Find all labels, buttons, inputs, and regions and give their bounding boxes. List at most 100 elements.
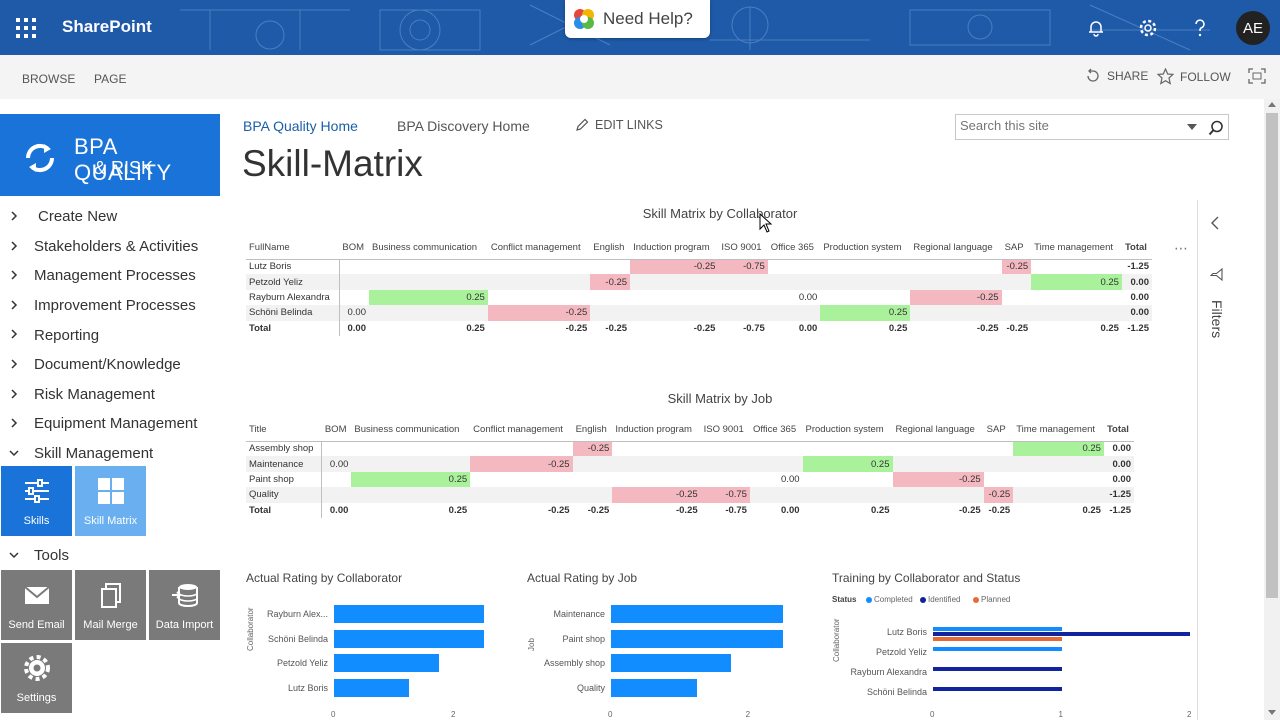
nav-item-improvement-processes[interactable]: Improvement Processes	[0, 291, 230, 321]
nav-item-skill-management[interactable]: Skill Management	[0, 439, 230, 469]
nav-item-risk-management[interactable]: Risk Management	[0, 380, 230, 410]
column-header[interactable]: Regional language	[892, 418, 984, 442]
share-button[interactable]: SHARE	[1085, 68, 1148, 84]
column-header[interactable]: Business communication	[368, 236, 488, 260]
skills-tile[interactable]: Skills	[1, 466, 72, 536]
help-icon[interactable]	[1186, 14, 1214, 42]
follow-button[interactable]: FOLLOW	[1157, 68, 1231, 85]
total-row: Total 0.00 0.25 -0.25 -0.25 -0.25 -0.75 0.00 0.2…	[246, 502, 1134, 518]
settings-label: Settings	[16, 692, 57, 704]
table-cell	[1013, 456, 1104, 472]
link-bpa-discovery-home[interactable]: BPA Discovery Home	[397, 118, 530, 134]
column-header[interactable]: Conflict management	[470, 418, 573, 442]
scrollbar-thumb[interactable]	[1266, 113, 1278, 598]
row-label: Rayburn Alexandra	[246, 289, 340, 306]
filters-label[interactable]: Filters	[1209, 300, 1225, 339]
column-header[interactable]: Induction program	[612, 418, 701, 442]
column-header[interactable]: Time management	[1031, 236, 1122, 260]
chevron-right-icon	[11, 329, 18, 339]
sharepoint-brand[interactable]: SharePoint	[62, 17, 152, 36]
collapse-filters-chevron-icon[interactable]	[1210, 216, 1220, 230]
column-header[interactable]: Office 365	[767, 236, 821, 260]
nav-item-stakeholders-activities[interactable]: Stakeholders & Activities	[0, 232, 230, 262]
column-header[interactable]: Business communication	[351, 418, 471, 442]
logo-arrows-icon	[25, 143, 55, 173]
data-import-tile[interactable]: Data Import	[149, 570, 220, 640]
table-cell	[910, 305, 1002, 321]
column-header[interactable]: Induction program	[630, 236, 719, 260]
column-header[interactable]: BOM	[321, 418, 352, 442]
column-header[interactable]: ISO 9001	[718, 236, 768, 260]
page-tab[interactable]: PAGE	[94, 72, 127, 86]
search-input[interactable]	[960, 118, 1180, 133]
column-header[interactable]: Time management	[1013, 418, 1104, 442]
table-cell: -0.75	[700, 487, 750, 503]
column-header[interactable]: Total	[1103, 418, 1134, 442]
table-cell: -0.25	[605, 322, 628, 334]
table-cell	[1001, 274, 1032, 290]
chevron-right-icon	[11, 241, 18, 251]
avatar[interactable]: AE	[1236, 11, 1270, 45]
link-bpa-quality-home[interactable]: BPA Quality Home	[243, 118, 358, 134]
column-header[interactable]: Production system	[802, 418, 893, 442]
scroll-up-arrow-icon[interactable]	[1267, 100, 1277, 108]
column-header[interactable]: Regional language	[910, 236, 1002, 260]
column-header[interactable]: Conflict management	[487, 236, 591, 260]
skills-tile-label: Skills	[23, 515, 50, 527]
column-header[interactable]: Production system	[820, 236, 911, 260]
grid-icon	[98, 478, 124, 504]
need-help-button[interactable]: Need Help?	[565, 0, 710, 38]
scroll-down-arrow-icon[interactable]	[1267, 709, 1277, 717]
column-header[interactable]: SAP	[1001, 236, 1032, 260]
table-cell	[983, 456, 1014, 472]
bar-completed	[933, 627, 1062, 631]
x-tick-label: 0	[608, 710, 613, 719]
bar	[611, 654, 732, 672]
app-launcher-icon[interactable]	[16, 18, 36, 38]
table-cell	[351, 441, 470, 456]
nav-item-document-knowledge[interactable]: Document/Knowledge	[0, 350, 230, 380]
y-axis-label: Collaborator	[832, 618, 841, 662]
browse-tab[interactable]: BROWSE	[22, 72, 76, 86]
report-more-options-icon[interactable]: ⋯	[1174, 240, 1189, 256]
nav-item-management-processes[interactable]: Management Processes	[0, 261, 230, 291]
column-header[interactable]: SAP	[983, 418, 1014, 442]
column-header[interactable]: ISO 9001	[700, 418, 750, 442]
skill-matrix-tile[interactable]: Skill Matrix	[75, 466, 146, 536]
row-label: Total	[246, 502, 323, 518]
edit-links-button[interactable]: EDIT LINKS	[575, 118, 663, 132]
legend-label: Planned	[981, 595, 1011, 604]
mail-merge-tile[interactable]: Mail Merge	[75, 570, 146, 640]
pencil-icon	[576, 118, 589, 131]
column-header[interactable]: FullName	[246, 236, 340, 260]
bar-label: Quality	[576, 682, 605, 693]
chevron-down-icon	[9, 552, 19, 559]
column-header[interactable]: BOM	[339, 236, 369, 260]
column-header[interactable]: Total	[1121, 236, 1152, 260]
focus-mode-icon[interactable]	[1248, 68, 1266, 84]
table-cell	[718, 274, 768, 290]
search-scope-dropdown-icon[interactable]	[1187, 124, 1197, 131]
nav-item-create-new[interactable]: Create New	[0, 202, 230, 232]
bell-icon[interactable]	[1082, 14, 1110, 42]
column-header[interactable]: Office 365	[749, 418, 803, 442]
table-cell	[820, 290, 910, 305]
send-email-tile[interactable]: Send Email	[1, 570, 72, 640]
gear-icon[interactable]	[1134, 14, 1162, 42]
settings-tile[interactable]: Settings	[1, 643, 72, 713]
row-label: Maintenance	[246, 456, 323, 472]
bar-completed	[933, 647, 1062, 651]
row-label: Lutz Boris	[246, 259, 340, 275]
table-cell: 0.00	[347, 322, 366, 334]
site-logo[interactable]: BPA QUALITY & RISK	[0, 114, 220, 196]
search-icon[interactable]	[1208, 120, 1224, 136]
nav-tools[interactable]: Tools	[0, 541, 220, 571]
column-header[interactable]: Title	[246, 418, 322, 442]
table-cell: -1.25	[1109, 504, 1131, 516]
table-cell: -0.25	[1006, 322, 1029, 334]
nav-item-equipment-management[interactable]: Equipment Management	[0, 409, 230, 439]
column-header[interactable]: English	[572, 418, 613, 442]
nav-item-reporting[interactable]: Reporting	[0, 320, 230, 350]
table-cell: 0.00	[1121, 274, 1152, 290]
column-header[interactable]: English	[590, 236, 631, 260]
